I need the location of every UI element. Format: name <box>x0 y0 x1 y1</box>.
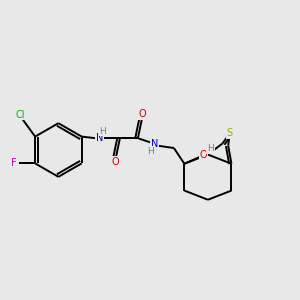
Text: H: H <box>207 144 214 153</box>
Text: H: H <box>148 147 154 156</box>
Text: H: H <box>99 127 106 136</box>
Text: O: O <box>139 109 146 119</box>
Text: F: F <box>11 158 17 168</box>
Text: O: O <box>112 157 119 167</box>
Text: N: N <box>151 139 159 149</box>
Text: S: S <box>227 128 233 138</box>
Text: O: O <box>200 150 207 160</box>
Text: N: N <box>96 133 103 143</box>
Text: Cl: Cl <box>15 110 25 120</box>
